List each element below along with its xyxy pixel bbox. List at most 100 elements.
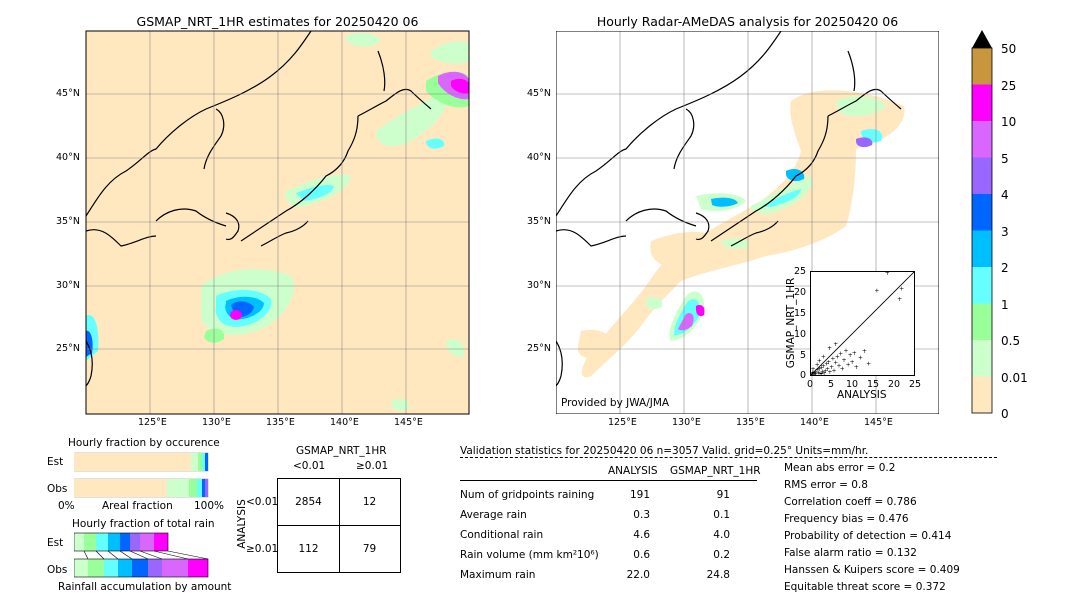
left-map-title: GSMAP_NRT_1HR estimates for 20250420 06 [136, 14, 419, 29]
colorbar-frame [971, 47, 993, 414]
right-lat-tick-25: 25°N [527, 343, 551, 354]
scatter-point: + [827, 369, 832, 375]
scatter-point: + [811, 370, 815, 375]
left-lon-tick-135: 135°E [266, 417, 295, 428]
contingency-cell-1-1: 79 [362, 543, 377, 555]
scatter-point: + [838, 351, 843, 358]
scatter-point: + [817, 358, 822, 365]
right-lat-tick-40: 40°N [527, 152, 551, 163]
validation-row-analysis: 4.6 [633, 529, 650, 541]
occurrence-est-bar-2 [198, 453, 202, 471]
contingency-col-header-0: <0.01 [293, 460, 326, 472]
colorbar-segment [972, 303, 992, 341]
scatter-point: + [811, 371, 816, 375]
contingency-cell-1-0: 112 [298, 543, 319, 555]
contingency-row-header-1: ≥0.01 [246, 543, 279, 555]
right-lon-tick-135: 135°E [736, 417, 765, 428]
left-lat-tick-35: 35°N [56, 216, 80, 227]
colorbar-label-0: 0 [1001, 407, 1009, 421]
score-far: False alarm ratio = 0.132 [784, 547, 917, 559]
colorbar-label-0-01: 0.01 [1001, 371, 1028, 385]
occurrence-obs-bar-3 [197, 479, 202, 497]
occurrence-chart [74, 452, 209, 498]
scatter-ylabel: GSMAP_NRT_1HR [785, 277, 797, 369]
left-lon-tick-145: 145°E [394, 417, 423, 428]
colorbar-label-10: 10 [1001, 115, 1017, 129]
right-map-coastlines [556, 31, 902, 387]
validation-row-label: Conditional rain [460, 529, 544, 541]
totalrain-xlabel: Rainfall accumulation by amount [58, 581, 232, 593]
scatter-point: + [823, 368, 828, 375]
validation-row-label: Average rain [460, 509, 527, 521]
totalrain-est-bar-6 [140, 533, 154, 551]
colorbar-label-2: 2 [1001, 261, 1009, 275]
scatter-point: + [841, 357, 846, 364]
totalrain-obs-bar-2 [104, 559, 118, 577]
colorbar-label-3: 3 [1001, 225, 1009, 239]
scatter-point: + [850, 359, 855, 366]
totalrain-est-bar-4 [120, 533, 130, 551]
right-lon-tick-145: 145°E [864, 417, 893, 428]
occurrence-obs-bar-5 [205, 479, 208, 497]
colorbar-segment [972, 194, 992, 231]
scatter-point: + [817, 366, 822, 373]
colorbar-segment [972, 48, 992, 85]
scatter-point: + [832, 367, 837, 374]
scatter-point: + [862, 348, 867, 355]
scatter-xtick-15: 15 [867, 379, 880, 390]
scatter-point: + [811, 366, 816, 373]
scatter-point: + [866, 360, 871, 367]
scatter-point: + [899, 285, 904, 292]
colorbar-segment [972, 121, 992, 158]
left-lat-tick-25: 25°N [56, 343, 80, 354]
occurrence-est-bar-1 [191, 453, 198, 471]
scatter-xtick-10: 10 [846, 379, 859, 390]
scatter-point: + [829, 364, 834, 371]
colorbar-label-50: 50 [1001, 42, 1017, 56]
totalrain-obs-bar-3 [118, 559, 132, 577]
validation-row-gsmap: 4.0 [713, 529, 730, 541]
colorbar-segment [972, 340, 992, 377]
scatter-point: + [822, 370, 827, 375]
scatter-point: + [824, 360, 829, 367]
colorbar-label-4: 4 [1001, 188, 1009, 202]
scatter-point: + [827, 345, 832, 352]
contingency-title: GSMAP_NRT_1HR [296, 445, 387, 457]
occurrence-obs-bar-4 [202, 479, 205, 497]
left-map [85, 30, 470, 415]
scatter-point: + [846, 361, 851, 368]
left-map-coastlines [85, 30, 432, 387]
scatter-point: + [816, 370, 821, 375]
scatter-ytick-25: 25 [794, 266, 807, 277]
totalrain-obs-bar-7 [188, 559, 208, 577]
scatter-point: + [815, 362, 820, 369]
occurrence-est-bar-3 [202, 453, 205, 471]
scatter-point: + [826, 359, 831, 366]
validation-col-gsmap: GSMAP_NRT_1HR [670, 465, 761, 477]
totalrain-title: Hourly fraction of total rain [72, 518, 215, 530]
scatter-point: + [821, 363, 826, 370]
colorbar-segment [972, 267, 992, 304]
contingency-row-header-0: <0.01 [246, 496, 279, 508]
colorbar-segment [972, 376, 992, 414]
score-hk: Hanssen & Kuipers score = 0.409 [784, 564, 960, 576]
scatter-ytick-20: 20 [794, 287, 807, 298]
scatter-point: + [833, 341, 838, 348]
validation-col-analysis: ANALYSIS [608, 465, 658, 477]
left-map-grid [86, 31, 469, 414]
scatter-xtick-20: 20 [888, 379, 901, 390]
left-lon-tick-140: 140°E [330, 417, 359, 428]
validation-row-gsmap: 0.2 [713, 549, 730, 561]
score-mean-abs-error: Mean abs error = 0.2 [784, 462, 896, 474]
occurrence-tick-100: 100% [194, 500, 225, 512]
validation-row-gsmap: 0.1 [713, 509, 730, 521]
scatter-point: + [813, 371, 818, 375]
scatter-xtick-0: 0 [807, 379, 814, 390]
scatter-xtick-5: 5 [828, 379, 835, 390]
right-lon-tick-140: 140°E [800, 417, 829, 428]
contingency-col-header-1: ≥0.01 [356, 460, 389, 472]
scatter-point: + [811, 371, 815, 375]
colorbar-segment [972, 157, 992, 195]
totalrain-est-bar-0 [74, 533, 84, 551]
right-map-credit: Provided by JWA/JMA [561, 397, 670, 409]
